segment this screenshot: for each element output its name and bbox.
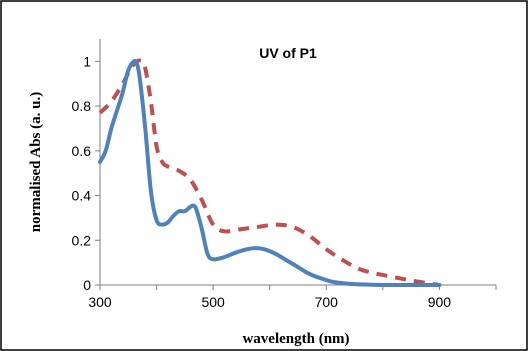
x-tick-label: 500 [201,294,225,310]
x-tick-label: 900 [428,294,452,310]
x-tick-label: 700 [315,294,339,310]
y-tick-label: 0.2 [72,232,92,248]
y-axis-ticks: 0 0.2 0.4 0.6 0.8 1 [72,53,100,293]
x-axis-title: wavelength (nm) [242,331,349,347]
series-line-dashed [98,58,440,287]
chart-title: UV of P1 [259,45,317,61]
y-tick-label: 0.4 [72,188,92,204]
y-tick-label: 0.8 [72,98,92,114]
series-layer [98,58,442,288]
y-tick-label: 0 [83,277,91,293]
y-tick-label: 0.6 [72,143,92,159]
series-line-solid [98,58,442,288]
y-tick-label: 1 [83,53,91,69]
x-tick-label: 300 [88,294,112,310]
x-axis-ticks: 300 500 700 900 [88,285,497,310]
y-axis-title: normalised Abs (a. u.) [28,92,44,232]
